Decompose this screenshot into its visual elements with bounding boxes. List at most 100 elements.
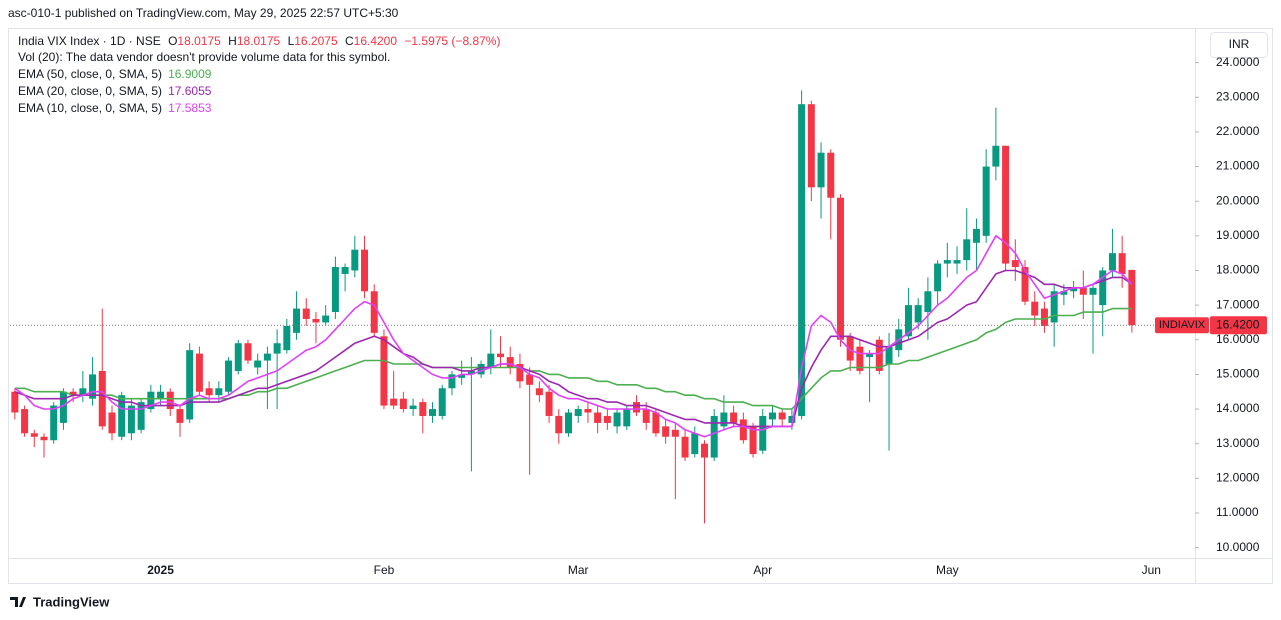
x-tick-label: May	[936, 563, 959, 577]
volume-note: Vol (20): The data vendor doesn't provid…	[18, 50, 390, 64]
ohlc-label: L	[288, 34, 295, 48]
indicator-legend: EMA (50, close, 0, SMA, 5) 16.9009 EMA (20…	[18, 67, 212, 115]
candle-body	[613, 412, 621, 427]
candle-body	[147, 391, 155, 410]
y-tick-label: 23.0000	[1216, 89, 1260, 103]
candle-body	[21, 409, 29, 434]
candle-body	[681, 436, 689, 458]
candle-body	[69, 391, 77, 396]
candle-body	[924, 291, 932, 313]
candle-body	[875, 339, 883, 371]
candle-body	[788, 415, 796, 423]
ohlc-label: C	[345, 34, 354, 48]
candle-body	[555, 415, 563, 434]
candle-body	[632, 402, 640, 413]
candle-body	[943, 260, 951, 264]
candle-body	[1118, 253, 1126, 274]
candle-body	[535, 388, 543, 396]
candle-body	[1079, 287, 1087, 295]
candle-body	[584, 409, 592, 413]
candle-body	[166, 391, 174, 410]
candle-body	[244, 343, 252, 361]
currency-button[interactable]	[1210, 32, 1268, 58]
candle-body	[545, 391, 553, 416]
y-tick-label: 10.0000	[1216, 540, 1260, 554]
ema-legend-item: EMA (10, close, 0, SMA, 5) 17.5853	[18, 101, 212, 115]
candle-body	[312, 318, 320, 323]
x-tick-label: Feb	[374, 563, 395, 577]
candle-body	[1011, 260, 1019, 268]
candle-body	[448, 374, 456, 389]
candle-body	[380, 336, 388, 406]
candle-body	[458, 374, 466, 378]
candle-body	[1128, 269, 1136, 326]
candle-body	[195, 353, 203, 392]
candle-body	[205, 388, 213, 396]
y-tick-label: 19.0000	[1216, 228, 1260, 242]
change-value: −1.5975 (−8.87%)	[404, 34, 500, 48]
plot-area	[11, 90, 1136, 524]
candle-body	[254, 360, 262, 368]
candle-body	[263, 353, 271, 361]
x-tick-label: 2025	[147, 563, 174, 577]
candle-body	[361, 249, 369, 292]
brand-name: TradingView	[33, 594, 110, 609]
candle-body	[700, 443, 708, 458]
candle-body	[283, 325, 291, 351]
candle-body	[992, 145, 1000, 167]
x-tick-label: Jun	[1142, 563, 1161, 577]
candle-body	[293, 308, 301, 333]
candle-body	[137, 402, 145, 430]
candle-body	[749, 426, 757, 455]
y-tick-label: 20.0000	[1216, 193, 1260, 207]
ohlc-value: 16.4200	[354, 34, 398, 48]
candle-body	[59, 391, 67, 423]
candle-body	[914, 305, 922, 323]
x-tick-label: Apr	[753, 563, 772, 577]
candle-body	[487, 353, 495, 368]
candle-body	[1002, 145, 1010, 264]
ema-line	[14, 235, 1133, 438]
y-tick-label: 15.0000	[1216, 367, 1260, 381]
ohlc-value: 16.2075	[294, 34, 338, 48]
candle-body	[118, 395, 126, 437]
candle-body	[972, 228, 980, 243]
y-tick-label: 12.0000	[1216, 470, 1260, 484]
candle-body	[89, 374, 97, 399]
ema-value: 16.9009	[168, 67, 212, 81]
ohlc-value: 18.0175	[177, 34, 221, 48]
candle-body	[866, 353, 874, 358]
candle-body	[273, 343, 281, 354]
candle-body	[671, 429, 679, 437]
candle-body	[176, 409, 184, 423]
y-tick-label: 16.0000	[1216, 332, 1260, 346]
candle-body	[798, 104, 806, 416]
candle-body	[516, 364, 524, 382]
candle-body	[1089, 287, 1097, 295]
candle-body	[399, 398, 407, 410]
currency-label[interactable]: INR	[1229, 37, 1250, 51]
candle-body	[50, 405, 58, 441]
ema-value: 17.6055	[168, 84, 212, 98]
candle-body	[963, 239, 971, 261]
candle-body	[234, 343, 242, 371]
y-tick-label: 21.0000	[1216, 159, 1260, 173]
last-price-tag: INDIAVIX	[1159, 319, 1206, 331]
symbol-name: India VIX Index · 1D · NSE	[18, 34, 161, 48]
candle-body	[1031, 301, 1039, 316]
candle-body	[1099, 270, 1107, 306]
candle-body	[934, 263, 942, 292]
candle-body	[390, 398, 398, 406]
candle-body	[710, 415, 718, 458]
candle-body	[982, 166, 990, 236]
candle-body	[565, 412, 573, 434]
candle-body	[341, 267, 349, 274]
brand-logo	[10, 597, 26, 607]
candle-body	[885, 346, 893, 365]
candle-body	[302, 308, 310, 319]
candle-body	[739, 419, 747, 441]
candle-body	[98, 370, 106, 427]
